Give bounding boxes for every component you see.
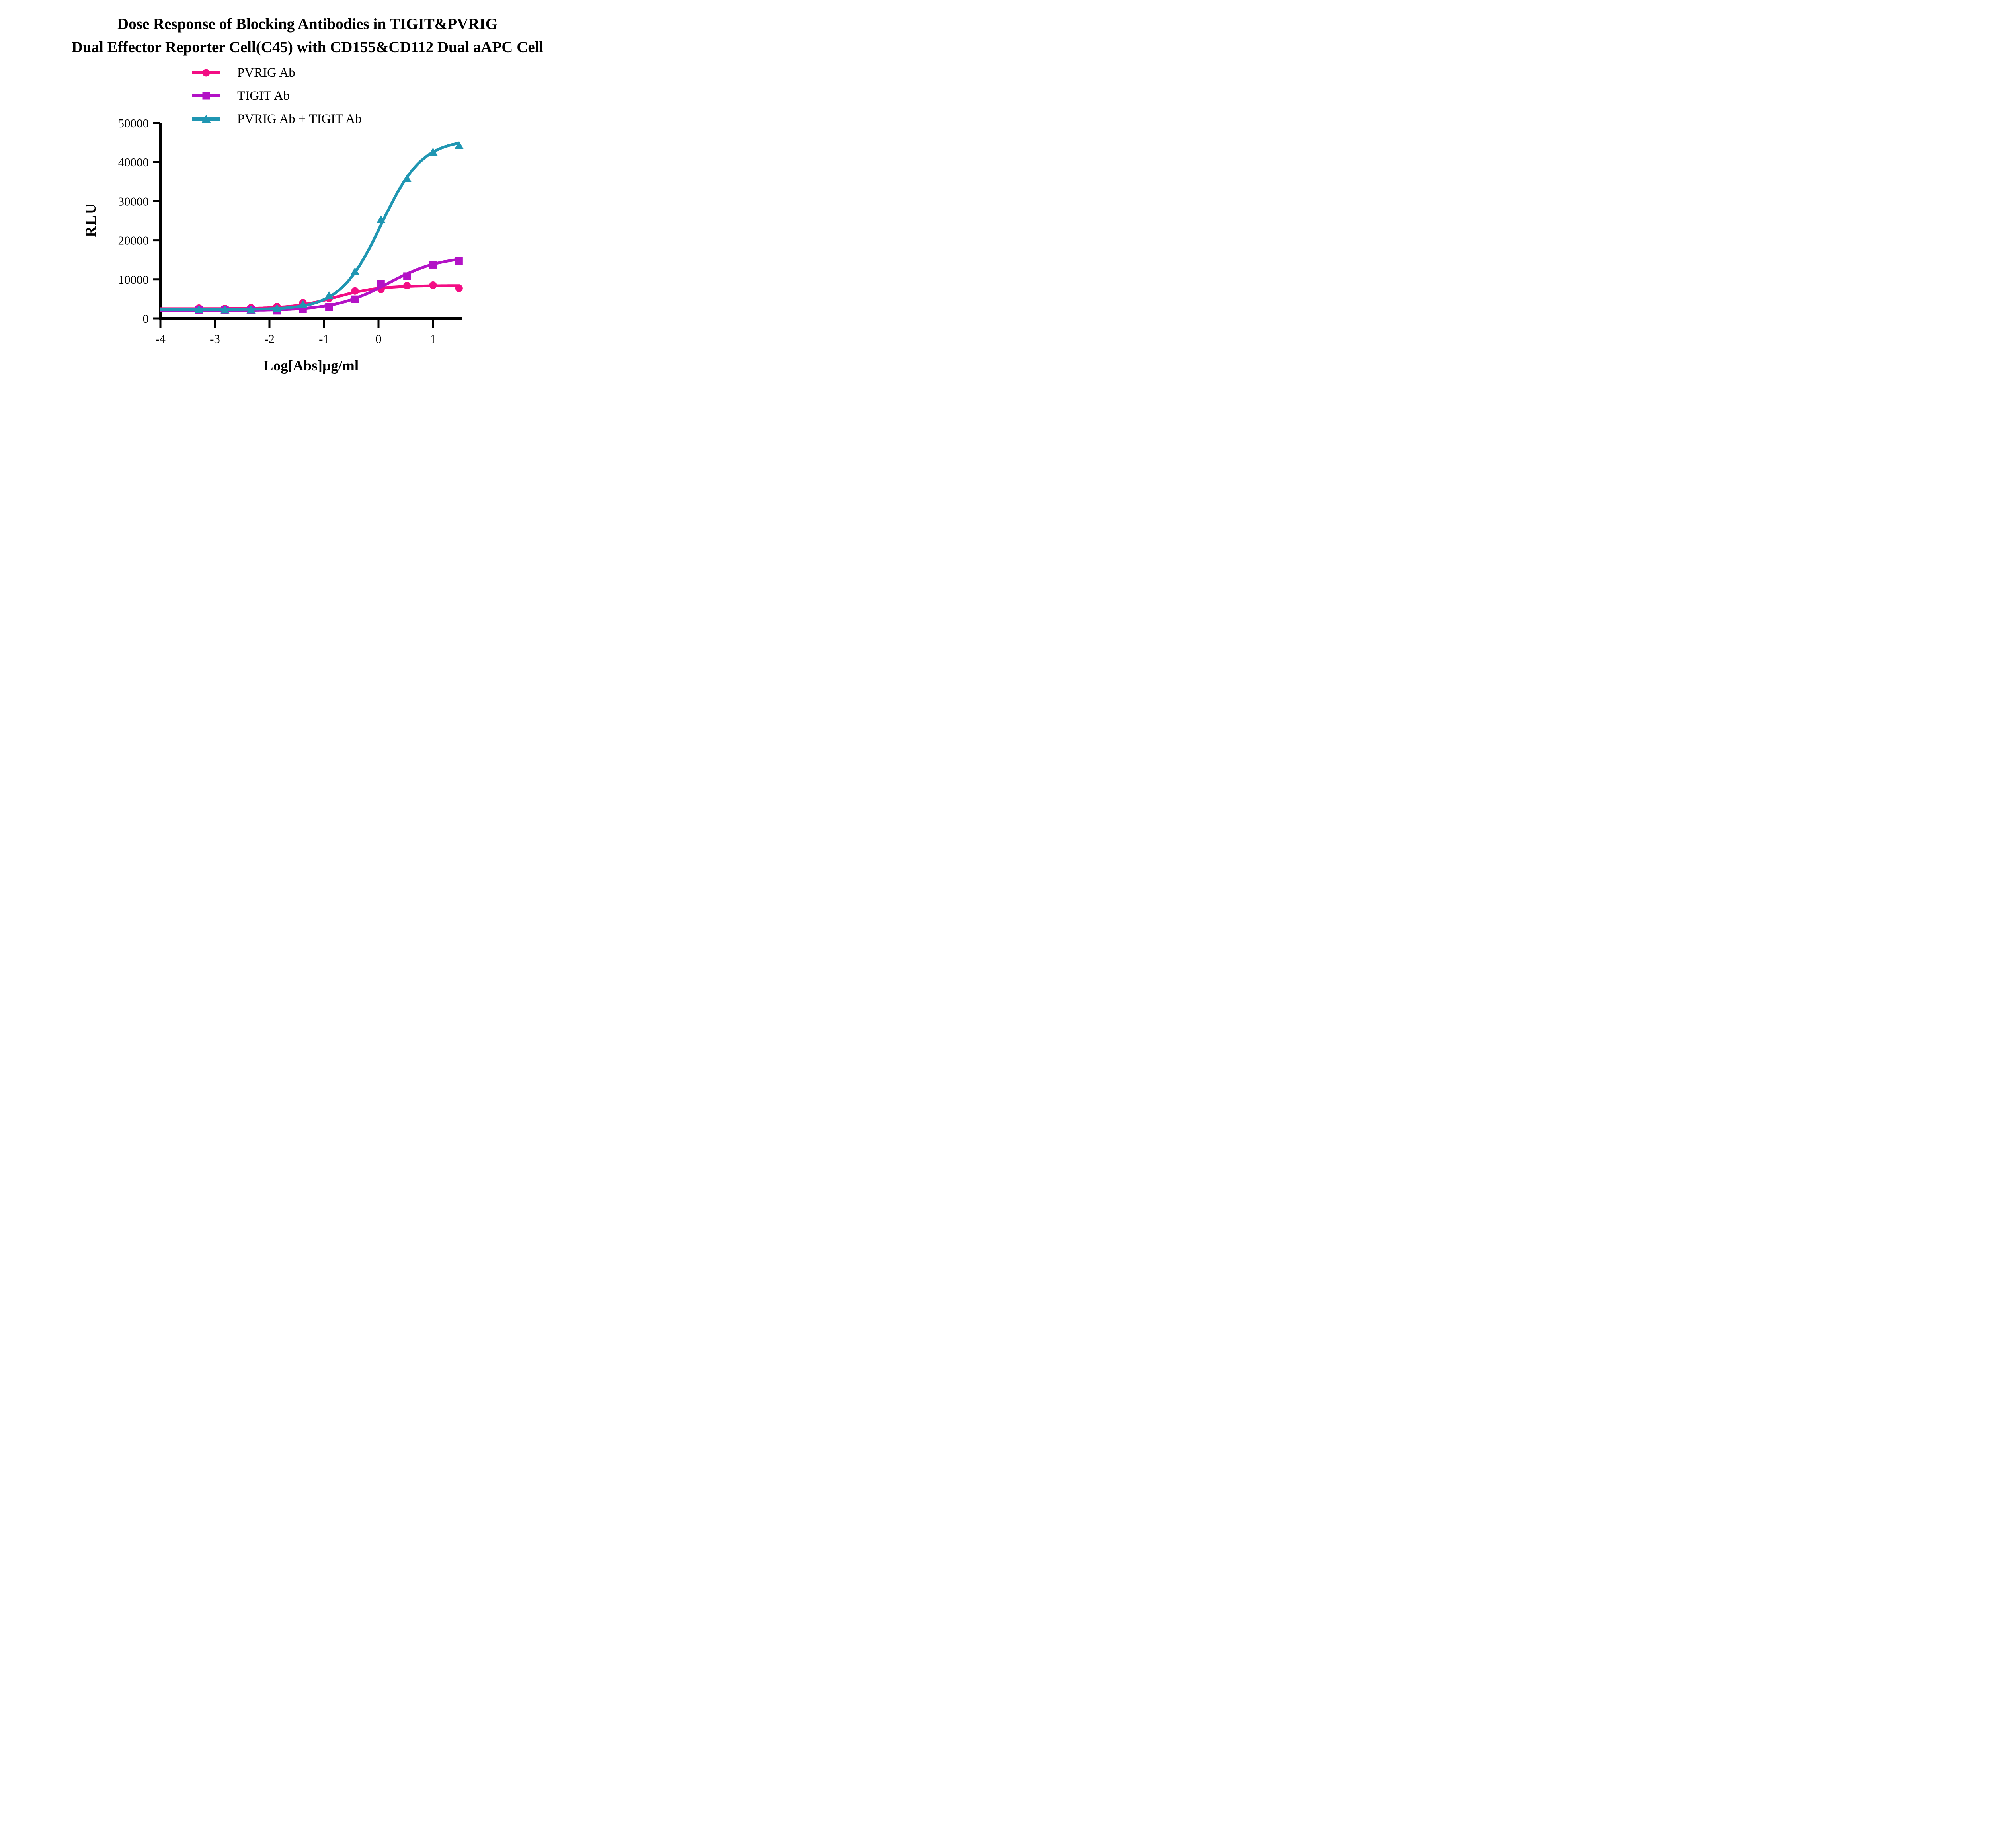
- fit-curve: [160, 141, 461, 311]
- data-point-triangle: [194, 305, 204, 313]
- data-point-square: [455, 257, 463, 265]
- legend-label: PVRIG Ab + TIGIT Ab: [237, 112, 362, 126]
- legend-item-pvrig-plus-tigit-ab: PVRIG Ab + TIGIT Ab: [192, 112, 362, 126]
- y-tick-label: 30000: [118, 194, 149, 208]
- data-point-circle: [429, 281, 437, 289]
- data-point-square: [403, 272, 411, 280]
- x-tick-label: 1: [430, 332, 436, 346]
- data-point-triangle: [324, 291, 334, 299]
- legend-label: TIGIT Ab: [237, 89, 290, 103]
- y-tick-label: 10000: [118, 273, 149, 287]
- x-tick-label: -2: [264, 332, 275, 346]
- data-point-triangle: [454, 141, 464, 149]
- data-point-triangle: [402, 174, 412, 182]
- data-point-circle: [403, 282, 411, 290]
- y-tick-label: 40000: [118, 155, 149, 169]
- x-axis-title: Log[Abs]µg/ml: [263, 358, 359, 374]
- dose-response-chart: 0 10000 20000 30000 40000 50000 -4 -3 -2 -1 0 1 RLU L…: [83, 116, 464, 374]
- x-tick-label: -4: [155, 332, 166, 346]
- legend-label: PVRIG Ab: [237, 66, 295, 80]
- figure: Dose Response of Blocking Antibodies in …: [0, 0, 615, 386]
- data-point-triangle: [350, 267, 360, 275]
- data-point-square: [377, 280, 385, 288]
- data-point-triangle: [220, 305, 230, 314]
- data-point-triangle: [376, 215, 386, 224]
- chart-title-line2: Dual Effector Reporter Cell(C45) with CD…: [71, 39, 544, 56]
- chart-title-line1: Dose Response of Blocking Antibodies in …: [117, 16, 498, 33]
- data-point-circle: [202, 69, 210, 77]
- series-triangle: [160, 141, 464, 314]
- data-point-square: [429, 261, 437, 269]
- data-point-circle: [351, 287, 359, 295]
- x-tick-label: -1: [319, 332, 329, 346]
- data-point-square: [202, 92, 210, 100]
- data-point-triangle: [201, 115, 211, 123]
- data-point-square: [325, 303, 333, 311]
- triangle-marker-icon: [192, 115, 220, 123]
- y-tick-label: 20000: [118, 234, 149, 248]
- data-point-square: [351, 295, 359, 303]
- data-point-triangle: [246, 305, 256, 314]
- y-axis-title: RLU: [83, 202, 99, 237]
- legend: PVRIG Ab TIGIT Ab PVRIG Ab + TIGIT Ab: [192, 66, 362, 126]
- chart-title: Dose Response of Blocking Antibodies in …: [0, 13, 615, 59]
- square-marker-icon: [192, 92, 220, 100]
- x-tick-label: -3: [210, 332, 220, 346]
- data-point-triangle: [298, 300, 308, 308]
- y-tick-label: 50000: [118, 116, 149, 130]
- data-point-circle: [455, 284, 463, 292]
- legend-item-tigit-ab: TIGIT Ab: [192, 89, 362, 103]
- x-tick-label: 0: [375, 332, 382, 346]
- legend-item-pvrig-ab: PVRIG Ab: [192, 66, 362, 80]
- circle-marker-icon: [192, 69, 220, 77]
- y-tick-label: 0: [143, 312, 149, 326]
- data-point-triangle: [428, 148, 438, 156]
- data-point-triangle: [272, 304, 282, 312]
